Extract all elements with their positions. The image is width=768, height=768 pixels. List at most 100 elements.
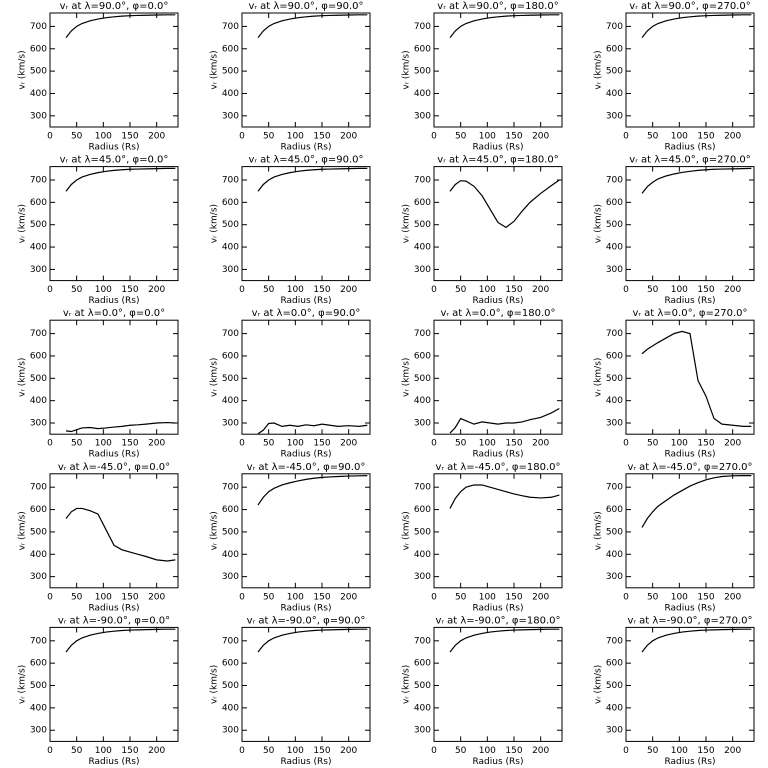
y-tick-label: 700 [222,176,239,186]
data-line [641,330,752,427]
x-tick-label: 200 [532,132,549,142]
chart-title: vᵣ at λ=0.0°, φ=90.0° [252,308,361,319]
plot-frame [625,473,755,589]
y-axis-label: vᵣ (km/s) [594,665,604,704]
y-axis-label: vᵣ (km/s) [18,665,28,704]
y-tick-label: 500 [606,67,623,77]
x-axis-label: Radius (Rs) [472,603,523,613]
x-tick-label: 50 [263,132,275,142]
y-tick-label: 600 [30,351,47,361]
data-line [65,628,176,653]
x-tick-label: 100 [479,592,496,602]
y-tick-label: 400 [30,396,47,406]
x-tick-label: 0 [47,746,53,756]
y-tick-label: 400 [414,703,431,713]
y-tick-label: 600 [414,198,431,208]
x-tick-label: 150 [697,285,714,295]
y-axis-label: vᵣ (km/s) [210,358,220,397]
y-axis-label: vᵣ (km/s) [210,50,220,89]
x-tick-label: 50 [647,285,659,295]
y-tick-label: 400 [606,396,623,406]
y-axis-label: vᵣ (km/s) [210,665,220,704]
y-tick-label: 600 [30,659,47,669]
x-axis-label: Radius (Rs) [664,603,715,613]
x-tick-label: 100 [671,592,688,602]
x-tick-label: 150 [313,285,330,295]
x-tick-label: 0 [623,592,629,602]
chart-title: vᵣ at λ=0.0°, φ=180.0° [440,308,555,319]
y-tick-label: 300 [30,265,47,275]
y-tick-label: 300 [30,111,47,121]
x-tick-label: 200 [724,285,741,295]
y-tick-label: 300 [222,265,239,275]
x-tick-label: 50 [455,132,467,142]
plot-frame [241,473,371,589]
y-tick-label: 600 [414,659,431,669]
x-axis-label: Radius (Rs) [88,757,139,767]
y-tick-label: 700 [606,176,623,186]
chart-title: vᵣ at λ=90.0°, φ=0.0° [60,1,169,12]
x-tick-label: 200 [148,439,165,449]
chart-title: vᵣ at λ=-90.0°, φ=0.0° [58,615,170,626]
x-tick-label: 100 [671,285,688,295]
x-axis-label: Radius (Rs) [280,296,331,306]
plot-frame [433,473,563,589]
chart-title: vᵣ at λ=90.0°, φ=180.0° [437,1,558,12]
x-tick-label: 0 [239,592,245,602]
y-tick-label: 400 [30,243,47,253]
x-tick-label: 50 [455,592,467,602]
chart-title: vᵣ at λ=-90.0°, φ=90.0° [247,615,366,626]
y-tick-label: 600 [606,198,623,208]
x-tick-label: 150 [313,746,330,756]
plot-frame [49,166,179,282]
y-tick-label: 700 [30,176,47,186]
y-tick-label: 600 [30,198,47,208]
y-tick-label: 600 [30,505,47,515]
plot-frame [49,473,179,589]
y-axis-label: vᵣ (km/s) [402,204,412,243]
chart-title: vᵣ at λ=-90.0°, φ=180.0° [435,615,560,626]
y-tick-label: 500 [606,374,623,384]
x-tick-label: 150 [505,285,522,295]
y-tick-label: 400 [414,243,431,253]
y-tick-label: 500 [30,527,47,537]
y-tick-label: 400 [606,89,623,99]
y-tick-label: 600 [414,44,431,54]
data-line [65,507,176,562]
y-tick-label: 700 [606,483,623,493]
y-axis-label: vᵣ (km/s) [18,50,28,89]
data-line [257,167,368,192]
x-tick-label: 150 [313,132,330,142]
y-tick-label: 700 [30,22,47,32]
x-tick-label: 0 [431,746,437,756]
plot-frame [241,12,371,128]
x-tick-label: 150 [697,132,714,142]
x-tick-label: 50 [455,439,467,449]
chart-title: vᵣ at λ=45.0°, φ=90.0° [248,155,363,166]
x-tick-label: 100 [95,439,112,449]
y-tick-label: 300 [606,419,623,429]
data-line [65,167,176,192]
y-tick-label: 300 [606,111,623,121]
x-tick-label: 100 [287,285,304,295]
x-tick-label: 200 [532,746,549,756]
y-tick-label: 700 [222,329,239,339]
x-tick-label: 0 [623,285,629,295]
data-line [257,422,368,435]
plot-frame [241,319,371,435]
data-line [449,628,560,653]
x-tick-label: 0 [623,746,629,756]
x-axis-label: Radius (Rs) [280,143,331,153]
x-axis-label: Radius (Rs) [280,603,331,613]
x-tick-label: 50 [263,285,275,295]
chart-title: vᵣ at λ=90.0°, φ=270.0° [629,1,750,12]
x-tick-label: 200 [724,746,741,756]
x-tick-label: 200 [148,285,165,295]
x-axis-label: Radius (Rs) [664,757,715,767]
plot-frame [433,319,563,435]
data-line [257,628,368,653]
chart-title: vᵣ at λ=45.0°, φ=270.0° [629,155,750,166]
x-tick-label: 200 [340,132,357,142]
chart-title: vᵣ at λ=90.0°, φ=90.0° [248,1,363,12]
